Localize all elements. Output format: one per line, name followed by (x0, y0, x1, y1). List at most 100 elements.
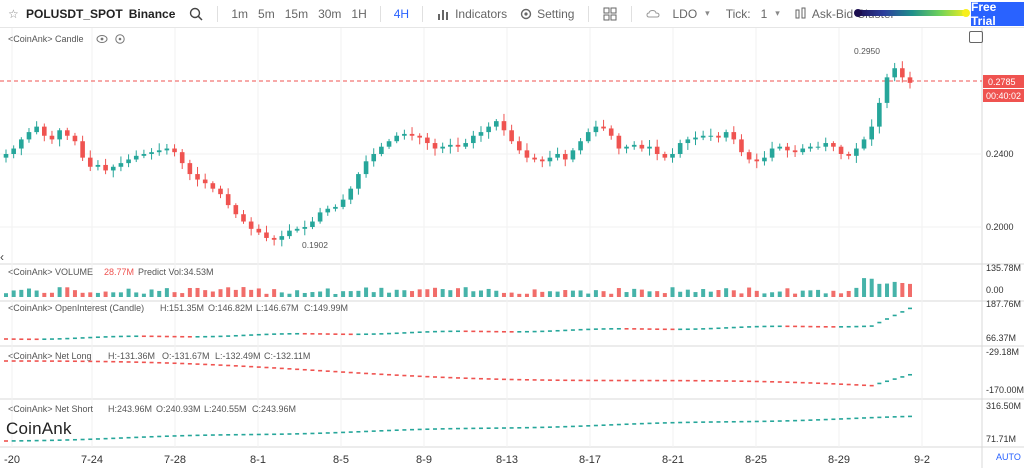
candle-body (448, 144, 453, 147)
volume-bar (762, 293, 767, 297)
time-axis[interactable]: -20 7-24 7-28 8-1 8-5 8-9 8-13 8-17 8-21 8-25 8-29… (4, 454, 930, 466)
indicator-segment (72, 438, 77, 441)
tick-dropdown[interactable]: Tick: 1 ▾ (726, 7, 780, 21)
heatmap-range-slider[interactable] (854, 9, 970, 17)
indicator-segment (524, 379, 529, 381)
indicator-segment (141, 361, 146, 364)
time-tick: 8-9 (416, 454, 432, 466)
volume-bar (417, 289, 422, 297)
indicator-segment (410, 331, 415, 334)
favorite-star-icon[interactable]: ☆ (8, 6, 19, 21)
volume-bar (885, 283, 890, 297)
volume-bar (693, 292, 698, 297)
indicator-segment (180, 335, 185, 338)
ldo-dropdown[interactable]: LDO ▾ (672, 7, 709, 21)
volume-bar (517, 293, 522, 297)
candle-body (72, 135, 78, 142)
indicator-segment (754, 420, 759, 423)
timeframe-1h[interactable]: 1H (351, 6, 367, 21)
timeframe-5m[interactable]: 5m (258, 6, 275, 21)
indicator-segment (440, 376, 445, 379)
cloud-button[interactable] (646, 7, 660, 21)
countdown-badge (983, 89, 1024, 102)
candle-body (409, 133, 415, 136)
candle-body (601, 126, 606, 129)
indicator-segment (394, 332, 399, 335)
timeframe-30m[interactable]: 30m (318, 6, 342, 21)
exchange-name[interactable]: Binance (128, 6, 176, 21)
indicator-segment (831, 418, 836, 421)
indicator-segment (770, 325, 775, 328)
indicator-segment (341, 431, 346, 434)
indicator-segment (318, 333, 323, 335)
volume-bar (448, 290, 453, 297)
indicator-segment (816, 382, 821, 385)
indicator-segment (180, 362, 185, 365)
volume-bar (609, 293, 614, 297)
indicator-segment (256, 433, 261, 436)
indicator-segment (892, 314, 897, 317)
setting-label: Setting (537, 6, 575, 21)
candle-body (210, 183, 216, 189)
auto-scale-button[interactable]: AUTO (996, 452, 1021, 462)
slider-handle-right[interactable] (962, 9, 970, 17)
indicator-segment (731, 420, 736, 423)
indicator-segment (831, 326, 836, 328)
chevron-down-icon: ▾ (775, 8, 780, 18)
scroll-left-icon[interactable]: ‹ (0, 250, 4, 264)
fullscreen-icon[interactable] (969, 31, 983, 43)
candle-body (716, 135, 721, 138)
chart-canvas[interactable]: <CoinAnk> Candle 0.2950 0.1902 0.2785 00… (0, 28, 1024, 468)
eye-icon[interactable] (96, 35, 108, 43)
candle-body (509, 130, 514, 142)
candle-body (3, 154, 9, 158)
timeframe-4h[interactable]: 4H (393, 6, 410, 21)
time-tick: 7-28 (164, 454, 186, 466)
candle-body (141, 154, 147, 156)
symbol-name[interactable]: POLUSDT_SPOT (26, 6, 123, 21)
layout-grid-button[interactable] (603, 7, 617, 21)
indicator-segment (616, 423, 621, 426)
indicator-segment (869, 384, 874, 387)
slider-handle-left[interactable] (854, 9, 862, 17)
indicator-segment (501, 330, 506, 333)
volume-bar (724, 288, 729, 297)
setting-button[interactable]: Setting (519, 7, 574, 21)
volume-bar (908, 283, 912, 297)
indicator-segment (95, 336, 100, 339)
indicator-segment (164, 362, 169, 364)
indicator-segment (885, 416, 890, 418)
volume-predict: Predict Vol:34.53M (138, 267, 214, 277)
indicator-segment (471, 427, 476, 430)
indicator-segment (578, 328, 583, 331)
timeframe-15m[interactable]: 15m (284, 6, 309, 21)
indicators-button[interactable]: Indicators (437, 7, 507, 21)
indicator-segment (632, 328, 637, 330)
volume-bar (494, 290, 499, 297)
indicator-segment (647, 422, 652, 425)
timeframe-1m[interactable]: 1m (231, 6, 249, 21)
netshort-pane-title: <CoinAnk> Net Short (8, 404, 94, 414)
indicator-segment (854, 384, 859, 386)
indicator-segment (172, 335, 177, 338)
volume-bar (19, 289, 24, 297)
gear-icon[interactable] (115, 34, 125, 44)
time-tick: 8-25 (745, 454, 767, 466)
indicator-segment (593, 424, 598, 427)
indicator-segment (555, 426, 560, 428)
toolbar-divider (379, 5, 381, 22)
indicator-segment (302, 332, 307, 335)
volume-bar (632, 288, 637, 297)
search-icon[interactable] (189, 7, 203, 21)
free-trial-button[interactable]: Free Trial (971, 0, 1024, 28)
indicator-segment (233, 365, 238, 367)
volume-tick-zero: 0.00 (986, 285, 1004, 295)
indicator-segment (885, 380, 890, 383)
indicator-segment (440, 330, 445, 333)
indicator-segment (885, 318, 890, 320)
indicator-segment (877, 416, 882, 419)
indicator-segment (494, 427, 499, 429)
tick-label: Tick: (725, 6, 751, 21)
netlong-close: C:-132.11M (264, 351, 310, 361)
indicator-segment (417, 375, 422, 378)
